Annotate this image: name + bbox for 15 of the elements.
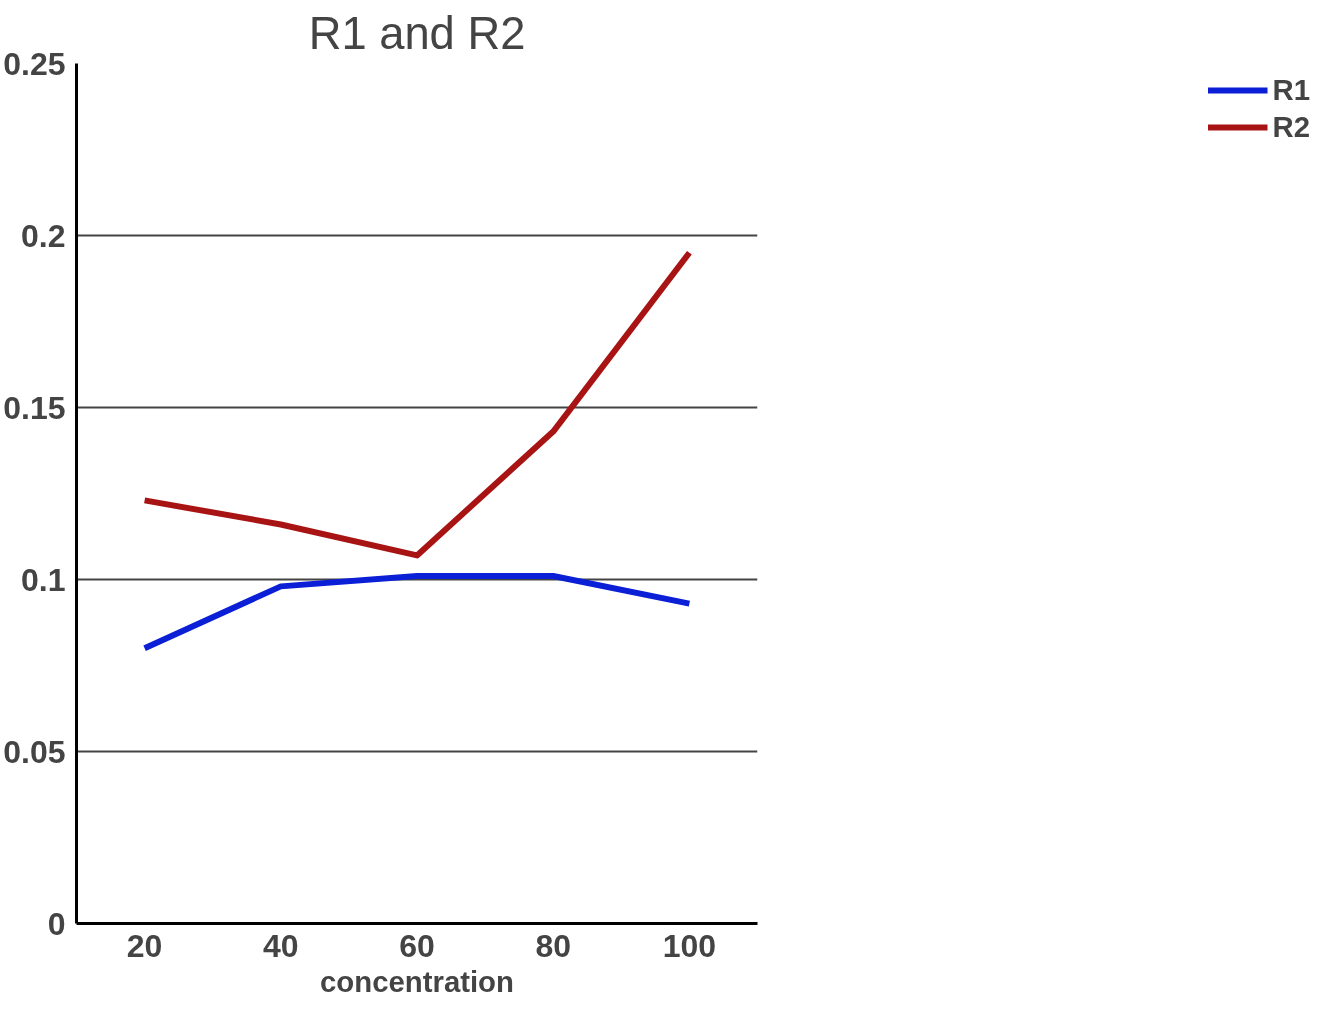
x-tick-label: 60 [399, 927, 435, 964]
x-tick-label: 100 [662, 927, 717, 964]
y-tick-label: 0.1 [21, 561, 66, 598]
y-tick-label: 0.2 [21, 217, 66, 254]
y-tick-label: 0 [47, 905, 66, 942]
chart-title: R1 and R2 [308, 7, 526, 59]
x-tick-label: 20 [126, 927, 163, 964]
x-tick-label: 40 [263, 927, 299, 964]
y-tick-label: 0.05 [3, 733, 66, 770]
y-tick-label: 0.25 [3, 45, 66, 82]
x-axis-title: concentration [320, 964, 514, 998]
legend-label: R1 [1272, 73, 1310, 107]
x-tick-label: 80 [535, 927, 571, 964]
legend-label: R2 [1272, 110, 1310, 144]
y-tick-label: 0.15 [3, 389, 66, 426]
